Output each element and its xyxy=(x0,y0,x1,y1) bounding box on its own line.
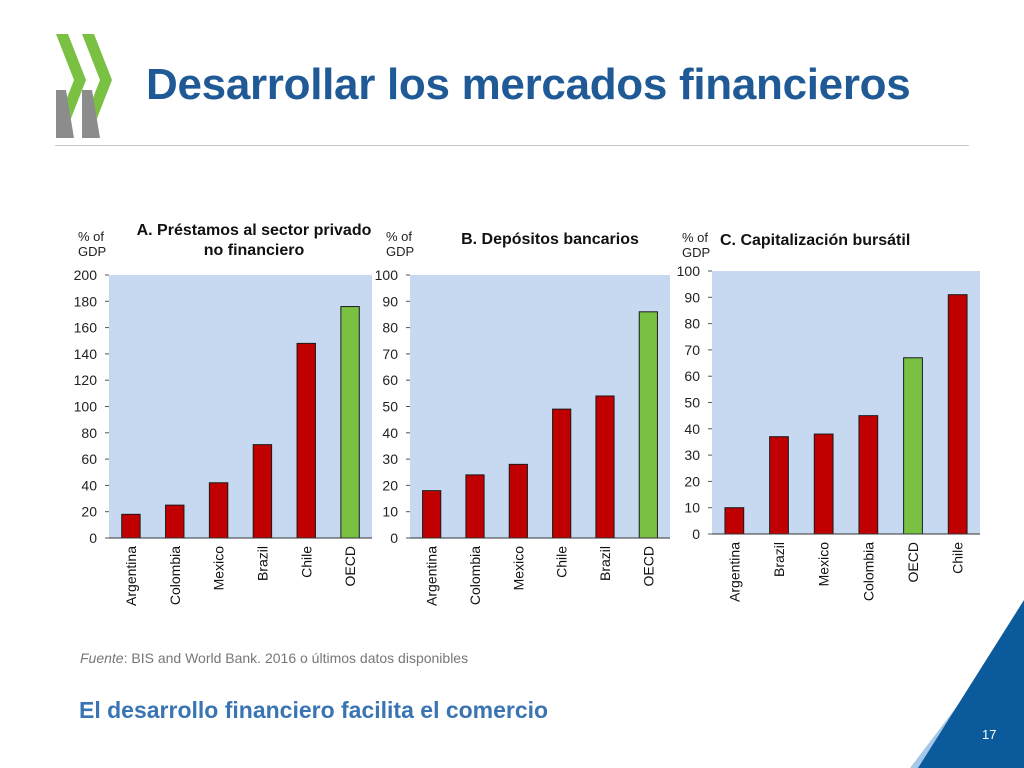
chart-a-category-label: Brazil xyxy=(254,546,270,581)
chart-b-ytick-label: 70 xyxy=(382,346,398,362)
chart-c-ytick-label: 20 xyxy=(684,473,700,489)
chart-b-title: B. Depósitos bancarios xyxy=(420,230,680,250)
chart-b-ylabel-line1: % of xyxy=(386,229,413,244)
chart-a-ylabel: % of GDP xyxy=(78,229,106,259)
logo-chevron-gray xyxy=(82,90,100,138)
chart-c-ytick-label: 10 xyxy=(684,500,700,516)
chart-a-plot-area xyxy=(109,275,372,538)
chart-c-ytick-label: 100 xyxy=(677,263,701,279)
chart-c-ylabel-line2: GDP xyxy=(682,245,711,260)
chart-b-category-label: Argentina xyxy=(424,546,440,606)
chart-c-category-label: Argentina xyxy=(726,542,742,602)
chart-a-ytick-label: 180 xyxy=(74,293,98,309)
chart-a-category-label: Colombia xyxy=(167,546,183,605)
chart-c-ytick-label: 60 xyxy=(684,368,700,384)
chart-a-ytick-label: 100 xyxy=(74,399,98,415)
chart-b-ytick-label: 50 xyxy=(382,399,398,415)
chart-b-title-line1: B. Depósitos bancarios xyxy=(461,231,639,248)
chart-a-ytick-label: 140 xyxy=(74,346,98,362)
chart-a-ytick-label: 20 xyxy=(81,504,97,520)
chart-a-ytick-label: 40 xyxy=(81,477,97,493)
chart-c-plot-area xyxy=(712,271,980,534)
chart-b-category-label: Brazil xyxy=(597,546,613,581)
chart-c-ytick-label: 90 xyxy=(684,289,700,305)
chart-c-ylabel-line1: % of xyxy=(682,230,709,245)
chart-b-ylabel: % of GDP xyxy=(386,229,414,259)
page-number: 17 xyxy=(982,727,997,742)
chart-a-ytick-label: 120 xyxy=(74,372,98,388)
chart-a-category-label: Mexico xyxy=(211,546,227,591)
chart-a-category-label: Argentina xyxy=(123,546,139,606)
chart-c-category-label: Brazil xyxy=(771,542,787,577)
chart-b-ytick-label: 20 xyxy=(382,477,398,493)
slide-title: Desarrollar los mercados financieros xyxy=(146,60,911,109)
oecd-logo xyxy=(56,34,112,138)
chart-b-ytick-label: 80 xyxy=(382,320,398,336)
chart-b-ylabel-line2: GDP xyxy=(386,244,415,259)
chart-b-plot-area xyxy=(410,275,670,538)
source-text: : BIS and World Bank. 2016 o últimos dat… xyxy=(123,650,469,666)
logo-chevron-green xyxy=(82,34,112,126)
chart-c-category-label: Colombia xyxy=(860,542,876,601)
chart-a-title: A. Préstamos al sector privado no financ… xyxy=(120,221,388,261)
chart-b-category-label: Mexico xyxy=(510,546,526,591)
logo-chevron-green xyxy=(56,34,86,126)
chart-c-category-label: Chile xyxy=(950,542,966,574)
chart-a-category-label: OECD xyxy=(342,546,358,586)
corner-triangle-dark xyxy=(918,600,1024,768)
chart-a-ytick-label: 200 xyxy=(74,267,98,283)
chart-a-title-line1: A. Préstamos al sector privado xyxy=(136,222,372,239)
chart-a-ytick-label: 160 xyxy=(74,320,98,336)
chart-c-category-label: Mexico xyxy=(816,542,832,587)
chart-b-category-label: OECD xyxy=(640,546,656,586)
chart-c-ytick-label: 50 xyxy=(684,395,700,411)
source-note: Fuente: BIS and World Bank. 2016 o últim… xyxy=(80,650,468,666)
chart-c-title: C. Capitalización bursátil xyxy=(720,231,930,251)
chart-b-ytick-label: 40 xyxy=(382,425,398,441)
chart-b-ytick-label: 0 xyxy=(390,530,398,546)
chart-b-ytick-label: 30 xyxy=(382,451,398,467)
slide-subtitle: El desarrollo financiero facilita el com… xyxy=(79,697,549,723)
chart-a-ylabel-line1: % of xyxy=(78,229,105,244)
chart-c-category-label: OECD xyxy=(905,542,921,582)
source-label: Fuente xyxy=(80,650,124,666)
chart-a-ytick-label: 0 xyxy=(89,530,97,546)
chart-c-ytick-label: 80 xyxy=(684,316,700,332)
chart-b-ytick-label: 100 xyxy=(375,267,399,283)
chart-c-ytick-label: 70 xyxy=(684,342,700,358)
chart-a-category-label: Chile xyxy=(298,546,314,578)
chart-a-ylabel-line2: GDP xyxy=(78,244,107,259)
chart-a-ytick-label: 60 xyxy=(81,451,97,467)
chart-b-category-label: Chile xyxy=(554,546,570,578)
chart-b-category-label: Colombia xyxy=(467,546,483,605)
title-divider xyxy=(55,145,969,146)
chart-c-ytick-label: 30 xyxy=(684,447,700,463)
chart-b-ytick-label: 10 xyxy=(382,504,398,520)
chart-c-title-line1: C. Capitalización bursátil xyxy=(720,232,911,249)
chart-c-ylabel: % of GDP xyxy=(682,230,710,260)
chart-a-ytick-label: 80 xyxy=(81,425,97,441)
chart-a-title-line2: no financiero xyxy=(203,242,305,259)
chart-b-ytick-label: 60 xyxy=(382,372,398,388)
chart-b-ytick-label: 90 xyxy=(382,293,398,309)
chart-c-ytick-label: 0 xyxy=(692,526,700,542)
chart-c-ytick-label: 40 xyxy=(684,421,700,437)
logo-chevron-gray xyxy=(56,90,74,138)
